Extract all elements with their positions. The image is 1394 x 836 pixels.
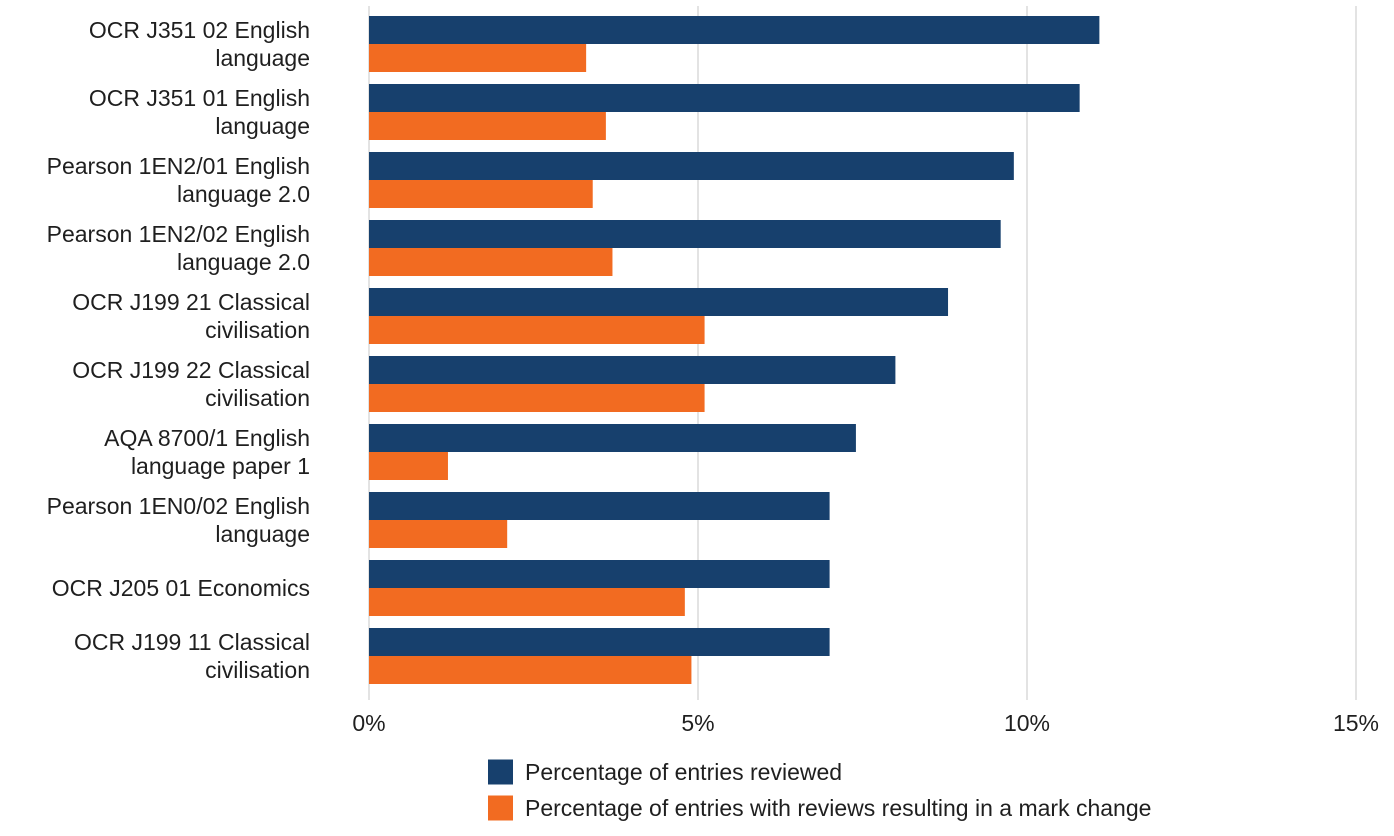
category-label: OCR J351 02 English — [89, 17, 310, 43]
category-label: OCR J199 22 Classical — [72, 357, 310, 383]
bar-entries-reviewed — [369, 424, 856, 452]
category-label: language paper 1 — [131, 453, 310, 479]
category-label: OCR J199 21 Classical — [72, 289, 310, 315]
category-label: language 2.0 — [177, 181, 310, 207]
bar-mark-change — [369, 588, 685, 616]
bar-entries-reviewed — [369, 220, 1001, 248]
category-label: Pearson 1EN2/01 English — [47, 153, 310, 179]
category-label: language — [215, 521, 310, 547]
x-tick-label: 5% — [681, 710, 714, 736]
legend-swatch — [488, 759, 513, 785]
x-axis-ticks: 0% 5% 10% 15% — [352, 710, 1379, 736]
category-label: OCR J199 11 Classical — [74, 629, 310, 655]
bars — [369, 16, 1100, 684]
legend-swatch — [488, 795, 513, 821]
category-label: civilisation — [205, 385, 310, 411]
category-label: language — [215, 45, 310, 71]
bar-mark-change — [369, 520, 508, 548]
x-tick-label: 15% — [1333, 710, 1379, 736]
bar-mark-change — [369, 248, 613, 276]
bar-entries-reviewed — [369, 152, 1014, 180]
bar-entries-reviewed — [369, 356, 896, 384]
legend-label: Percentage of entries reviewed — [525, 759, 842, 785]
category-label: Pearson 1EN0/02 English — [47, 493, 310, 519]
bar-mark-change — [369, 452, 448, 480]
bar-mark-change — [369, 44, 587, 72]
category-label: Pearson 1EN2/02 English — [47, 221, 310, 247]
bar-mark-change — [369, 112, 606, 140]
category-label: language 2.0 — [177, 249, 310, 275]
bar-entries-reviewed — [369, 560, 830, 588]
x-tick-label: 0% — [352, 710, 385, 736]
category-label: OCR J205 01 Economics — [52, 575, 310, 601]
bar-mark-change — [369, 656, 692, 684]
bar-entries-reviewed — [369, 16, 1100, 44]
bar-mark-change — [369, 384, 705, 412]
category-label: language — [215, 113, 310, 139]
category-label: civilisation — [205, 657, 310, 683]
category-label: OCR J351 01 English — [89, 85, 310, 111]
bar-mark-change — [369, 180, 593, 208]
legend-label: Percentage of entries with reviews resul… — [525, 795, 1151, 821]
bar-entries-reviewed — [369, 288, 949, 316]
x-tick-label: 10% — [1004, 710, 1050, 736]
legend: Percentage of entries reviewed Percentage… — [488, 759, 1151, 821]
category-label: AQA 8700/1 English — [104, 425, 310, 451]
bar-entries-reviewed — [369, 628, 830, 656]
bar-entries-reviewed — [369, 492, 830, 520]
category-label: civilisation — [205, 317, 310, 343]
bar-mark-change — [369, 316, 705, 344]
bar-entries-reviewed — [369, 84, 1080, 112]
